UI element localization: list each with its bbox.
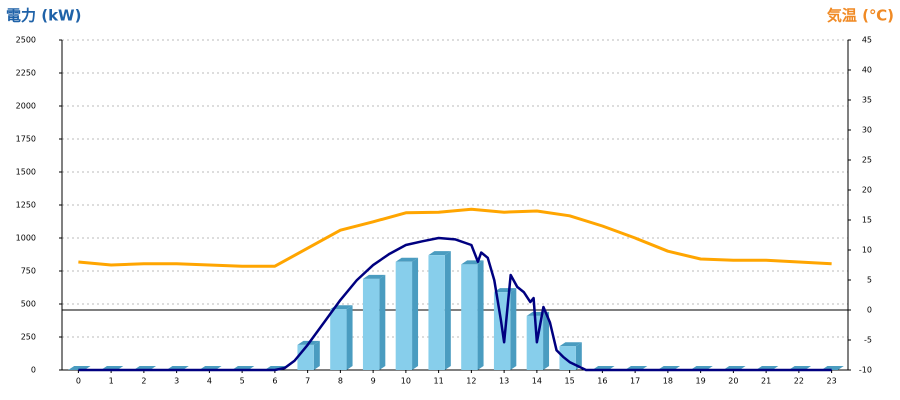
- y-tick-label: 1750: [16, 135, 36, 144]
- bar-front: [330, 309, 347, 370]
- x-tick-label: 13: [499, 377, 509, 386]
- bar-front: [362, 278, 380, 370]
- x-tick-label: 6: [272, 377, 277, 386]
- x-tick-label: 20: [728, 377, 738, 386]
- y-tick-label: 2250: [16, 69, 36, 78]
- y2-tick-label: 10: [862, 246, 872, 255]
- x-tick-label: 15: [565, 377, 575, 386]
- line: [78, 236, 832, 372]
- bar-side: [444, 251, 451, 370]
- x-tick-label: 9: [371, 377, 376, 386]
- x-tick-label: 14: [532, 377, 542, 386]
- bar: [395, 257, 419, 370]
- bar-top: [493, 288, 517, 293]
- bar-front: [428, 255, 445, 370]
- bar-top: [559, 342, 582, 347]
- x-tick-label: 21: [761, 377, 771, 386]
- y-tick-label: 0: [31, 366, 36, 375]
- y2-tick-label: 35: [862, 96, 872, 105]
- line: [78, 207, 832, 268]
- bar-side: [346, 305, 353, 370]
- x-tick-label: 11: [434, 377, 444, 386]
- x-tick-label: 12: [466, 377, 476, 386]
- y-tick-label: 1250: [16, 201, 36, 210]
- x-tick-label: 17: [630, 377, 640, 386]
- x-tick-label: 23: [827, 377, 837, 386]
- y2-tick-label: 5: [867, 276, 872, 285]
- x-tick-label: 3: [174, 377, 179, 386]
- bar-side: [543, 311, 550, 370]
- bar: [428, 251, 451, 370]
- x-tick-label: 22: [794, 377, 804, 386]
- x-tick-label: 8: [338, 377, 343, 386]
- bar-side: [510, 288, 517, 370]
- y2-tick-label: 0: [867, 306, 872, 315]
- x-tick-label: 19: [696, 377, 706, 386]
- x-tick-label: 16: [597, 377, 607, 386]
- x-tick-label: 4: [207, 377, 212, 386]
- y2-tick-label: -10: [859, 366, 872, 375]
- y-tick-label: 750: [21, 267, 36, 276]
- bar-front: [559, 346, 576, 370]
- bar-side: [313, 340, 320, 370]
- x-tick-label: 18: [663, 377, 673, 386]
- y-axis-title: 電力 (kW): [6, 7, 81, 25]
- y2-tick-label: 20: [862, 186, 872, 195]
- x-tick-label: 2: [141, 377, 146, 386]
- bar: [461, 260, 484, 370]
- y-tick-label: 500: [21, 300, 36, 309]
- x-tick-label: 1: [109, 377, 114, 386]
- bar: [362, 274, 386, 370]
- y2-tick-label: -5: [864, 336, 872, 345]
- y2-tick-label: 25: [862, 156, 872, 165]
- y2-axis-title: 気温 (℃): [827, 7, 894, 25]
- y-tick-label: 2000: [16, 102, 36, 111]
- x-tick-label: 5: [240, 377, 245, 386]
- bar-side: [477, 260, 484, 370]
- y2-tick-label: 15: [862, 216, 872, 225]
- y2-tick-label: 45: [862, 36, 872, 45]
- x-tick-label: 10: [401, 377, 411, 386]
- bar-front: [461, 264, 478, 370]
- bar-front: [395, 261, 413, 370]
- x-tick-label: 7: [305, 377, 310, 386]
- y-tick-label: 2500: [16, 36, 36, 45]
- bar-side: [412, 257, 419, 370]
- x-tick-label: 0: [76, 377, 81, 386]
- bar-side: [379, 274, 386, 370]
- y2-tick-label: 30: [862, 126, 872, 135]
- bar-top: [428, 251, 451, 256]
- bar-top: [395, 257, 419, 262]
- bar-side: [575, 342, 582, 370]
- y2-tick-label: 40: [862, 66, 872, 75]
- y-tick-label: 1500: [16, 168, 36, 177]
- bar-top: [362, 274, 386, 279]
- bar: [330, 305, 353, 370]
- y-tick-label: 250: [21, 333, 36, 342]
- y-tick-label: 1000: [16, 234, 36, 243]
